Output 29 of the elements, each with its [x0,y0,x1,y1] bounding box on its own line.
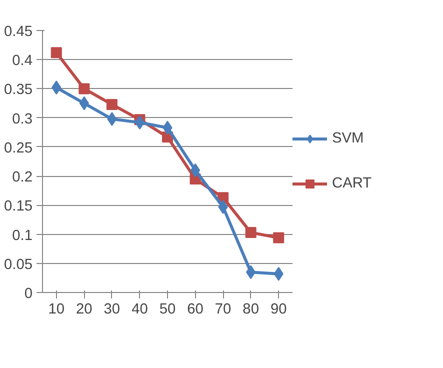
y-tick-label: 0.25 [4,140,33,156]
y-tick-label: 0.45 [4,24,33,40]
y-tick-label: 0.2 [12,170,32,186]
y-tick-label: 0.4 [12,53,32,70]
y-tick-label: 0.05 [4,256,33,273]
x-tick-label: 70 [214,302,232,318]
y-tick-label: 0.3 [12,111,32,128]
legend-label: SVM [332,130,365,146]
point [134,115,145,130]
x-tick-label: 30 [104,302,120,318]
x-tick-label: 60 [187,302,204,318]
point [273,232,284,244]
point [50,47,62,58]
y-tick-label: 0.35 [4,82,33,98]
x-tick-label: 90 [270,302,287,318]
legend-label: CART [332,176,372,192]
point [106,98,118,110]
point [78,83,90,94]
point [245,227,256,238]
x-tick-label: 50 [159,302,176,318]
y-tick-label: 0.1 [12,228,32,244]
x-tick-label: 80 [242,302,259,318]
point [190,163,200,178]
x-tick-label: 20 [76,302,92,318]
y-tick-label: 0.15 [4,198,33,215]
y-tick-label: 0 [24,286,33,302]
point [107,112,117,126]
x-tick-label: 40 [132,302,148,318]
x-tick-label: 10 [48,302,65,318]
